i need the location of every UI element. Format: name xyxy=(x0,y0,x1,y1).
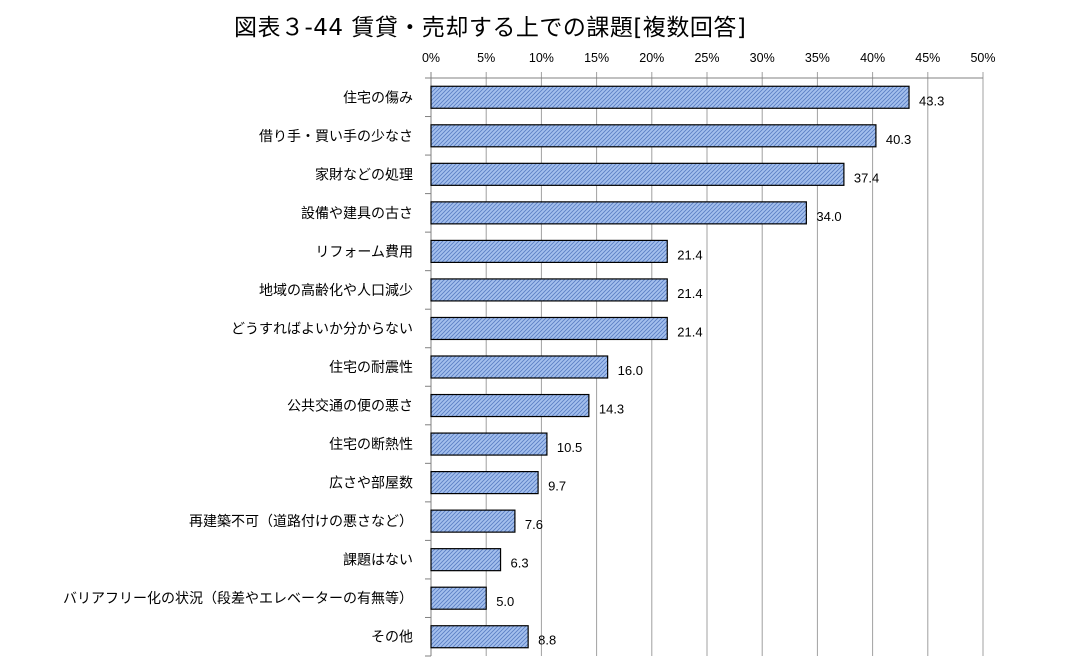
bar xyxy=(430,85,910,109)
category-label: 借り手・買い手の少なさ xyxy=(259,129,413,145)
bar xyxy=(430,239,668,263)
bar xyxy=(430,355,609,379)
category-label: 課題はない xyxy=(343,553,413,569)
x-tick-label: 25% xyxy=(694,51,719,65)
x-tick-label: 0% xyxy=(422,51,440,65)
bar xyxy=(430,162,845,186)
data-label: 34.0 xyxy=(816,209,841,224)
category-label: 住宅の耐震性 xyxy=(329,360,413,376)
bar xyxy=(430,625,529,649)
data-label: 40.3 xyxy=(886,132,911,147)
category-label: 再建築不可（道路付けの悪さなど） xyxy=(189,514,413,530)
data-label: 21.4 xyxy=(677,286,702,301)
data-label: 9.7 xyxy=(548,479,566,494)
data-label: 10.5 xyxy=(557,440,582,455)
x-tick-label: 10% xyxy=(529,51,554,65)
bar xyxy=(430,432,548,456)
category-label: 住宅の傷み xyxy=(343,90,413,106)
category-label: 家財などの処理 xyxy=(315,166,413,183)
x-tick-label: 50% xyxy=(970,51,995,65)
x-tick-label: 30% xyxy=(750,51,775,65)
bar xyxy=(430,278,668,302)
data-label: 21.4 xyxy=(677,324,702,339)
data-label: 6.3 xyxy=(511,556,529,571)
bar xyxy=(430,201,807,225)
category-label: 広さや部屋数 xyxy=(329,476,413,492)
category-label: その他 xyxy=(371,630,413,646)
x-tick-label: 35% xyxy=(805,51,830,65)
data-label: 7.6 xyxy=(525,517,543,532)
category-label: 住宅の断熱性 xyxy=(329,437,413,453)
category-label: リフォーム費用 xyxy=(315,244,413,260)
bar xyxy=(430,586,487,610)
x-tick-label: 20% xyxy=(639,51,664,65)
data-label: 8.8 xyxy=(538,633,556,648)
category-label: 公共交通の便の悪さ xyxy=(287,398,413,415)
category-label: 設備や建具の古さ xyxy=(301,206,413,222)
bar xyxy=(430,548,502,572)
category-label: 地域の高齢化や人口減少 xyxy=(259,282,413,299)
bar xyxy=(430,393,590,418)
chart-title: 図表３-44 賃貸・売却する上での課題[複数回答] xyxy=(234,15,747,41)
x-tick-label: 40% xyxy=(860,51,885,65)
bar xyxy=(430,471,539,495)
category-label: どうすればよいか分からない xyxy=(231,321,413,337)
data-label: 16.0 xyxy=(618,363,643,378)
category-label: バリアフリー化の状況（段差やエレベーターの有無等） xyxy=(63,590,413,607)
data-label: 5.0 xyxy=(496,594,514,609)
x-tick-label: 45% xyxy=(915,51,940,65)
data-label: 43.3 xyxy=(919,93,944,108)
data-label: 14.3 xyxy=(599,402,624,417)
x-tick-label: 15% xyxy=(584,51,609,65)
bar xyxy=(430,316,668,341)
bar xyxy=(430,509,516,533)
bar xyxy=(430,124,877,148)
data-label: 21.4 xyxy=(677,247,702,262)
x-tick-label: 5% xyxy=(477,51,495,65)
data-label: 37.4 xyxy=(854,170,879,185)
